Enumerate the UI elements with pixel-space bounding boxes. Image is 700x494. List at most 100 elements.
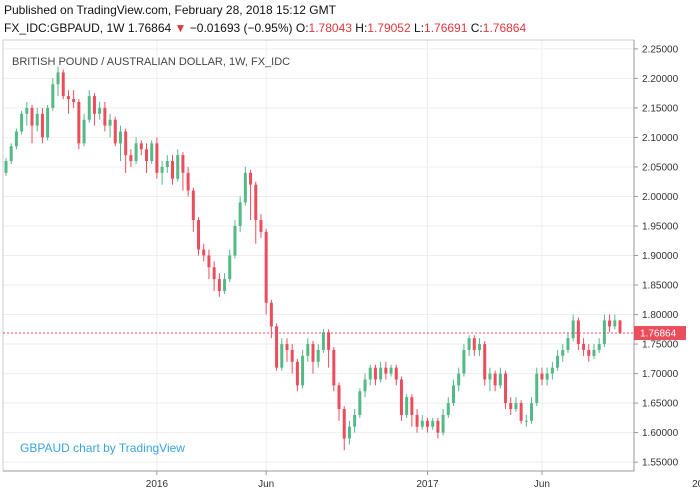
candle-down [155, 143, 159, 173]
open-value: 1.78043 [308, 21, 352, 35]
candle-up [514, 403, 518, 410]
candle-up [98, 107, 102, 114]
y-tick-label: 1.75000 [642, 340, 679, 351]
candle-down [72, 99, 76, 102]
candles [4, 66, 622, 451]
candle-up [498, 373, 502, 386]
candle-up [20, 113, 24, 132]
candle-down [587, 349, 591, 356]
candle-up [524, 420, 528, 422]
candle-up [431, 420, 435, 427]
candle-up [35, 113, 39, 126]
candle-up [46, 107, 50, 138]
candle-up [561, 349, 565, 356]
candle-up [51, 84, 55, 108]
candle-up [363, 379, 367, 392]
candle-down [384, 367, 388, 374]
candle-down [342, 409, 346, 439]
candle-up [530, 403, 534, 421]
candle-down [212, 267, 216, 280]
high-value: 1.79052 [367, 21, 411, 35]
candle-up [545, 373, 549, 380]
x-tick-label: 2017 [416, 479, 439, 490]
candle-down [290, 349, 294, 362]
candle-down [77, 101, 81, 144]
candle-down [181, 155, 185, 173]
candle-up [420, 420, 424, 427]
candle-down [576, 320, 580, 345]
y-tick-label: 1.70000 [642, 369, 679, 380]
candle-up [368, 367, 372, 380]
candle-down [295, 361, 299, 386]
candle-down [394, 367, 398, 380]
y-tick-label: 2.20000 [642, 74, 679, 85]
symbol-label: FX_IDC:GBPAUD, 1W [4, 21, 125, 35]
candle-down [373, 367, 377, 380]
candle-up [14, 131, 18, 147]
candle-up [597, 344, 601, 350]
last-price: 1.76864 [127, 21, 172, 35]
candle-up [223, 279, 227, 291]
candle-down [30, 107, 34, 126]
candle-up [446, 403, 450, 415]
candle-down [264, 231, 268, 303]
candle-up [613, 320, 617, 327]
candle-down [113, 119, 117, 144]
candle-up [602, 320, 606, 345]
candle-down [144, 149, 148, 162]
y-tick-label: 2.15000 [642, 103, 679, 114]
x-tick-label: 2018 [692, 479, 700, 490]
candle-down [540, 373, 544, 380]
y-tick-label: 1.60000 [642, 428, 679, 439]
candle-up [160, 166, 164, 173]
x-tick-label: Jun [534, 479, 550, 490]
y-tick-label: 2.25000 [642, 44, 679, 55]
x-tick-label: Jun [258, 479, 274, 490]
candle-up [451, 385, 455, 404]
candle-up [9, 146, 13, 162]
grid [3, 40, 634, 471]
candle-down [191, 190, 195, 221]
candle-up [176, 155, 180, 179]
candle-down [425, 420, 429, 427]
candle-down [40, 113, 44, 138]
candle-down [254, 184, 258, 221]
candle-up [56, 72, 60, 85]
x-tick-label: 2016 [146, 479, 169, 490]
candle-down [275, 326, 279, 368]
close-value: 1.76864 [482, 21, 527, 35]
y-tick-label: 1.95000 [642, 221, 679, 232]
candle-up [134, 143, 138, 162]
low-value: 1.76691 [424, 21, 468, 35]
open-label: O: [295, 21, 309, 35]
candle-down [61, 72, 65, 97]
high-label: H: [355, 21, 368, 35]
candle-up [150, 143, 154, 162]
candle-down [415, 414, 419, 427]
candle-up [280, 344, 284, 368]
y-tick-label: 2.05000 [642, 162, 679, 173]
tradingview-watermark[interactable]: GBPAUD chart by TradingView [20, 441, 185, 455]
candle-up [462, 349, 466, 374]
candle-up [306, 344, 310, 356]
candle-up [165, 161, 169, 167]
candle-up [25, 107, 29, 114]
candle-down [66, 96, 70, 100]
close-label: C: [470, 21, 483, 35]
candle-down [103, 107, 107, 126]
y-tick-label: 1.65000 [642, 399, 679, 410]
candle-down [124, 131, 128, 156]
candle-up [233, 225, 237, 256]
candle-down [472, 338, 476, 350]
candle-up [592, 349, 596, 356]
candle-up [556, 355, 560, 368]
candle-up [243, 172, 247, 203]
candle-up [550, 367, 554, 374]
candle-up [441, 414, 445, 433]
candle-down [311, 344, 315, 362]
candle-down [483, 344, 487, 380]
candle-up [108, 119, 112, 126]
y-tick-label: 1.55000 [642, 458, 679, 469]
candle-down [249, 172, 253, 185]
